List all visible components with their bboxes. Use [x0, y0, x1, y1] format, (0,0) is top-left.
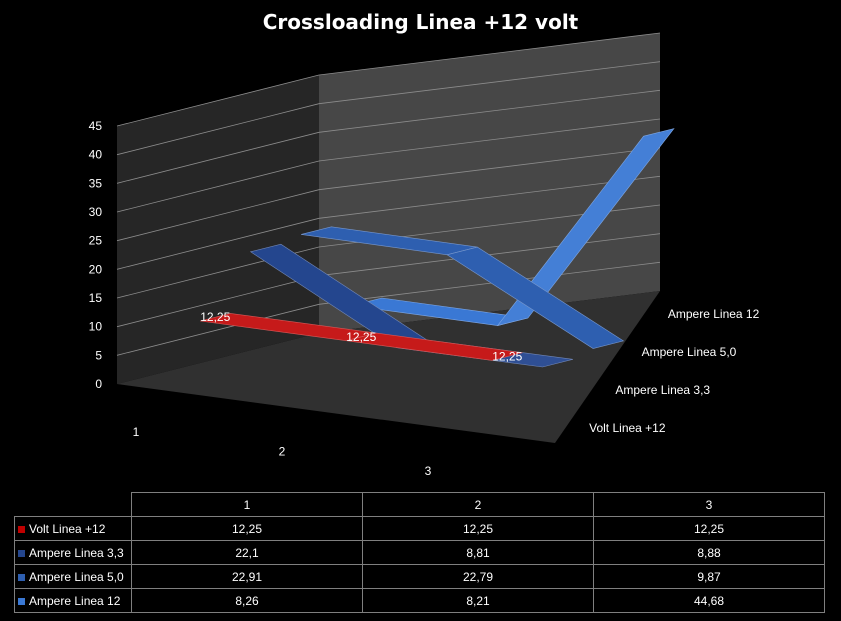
series-axis-label: Volt Linea +12	[589, 421, 666, 435]
y-tick-label: 45	[89, 119, 103, 133]
chart-title: Crossloading Linea +12 volt	[262, 10, 579, 34]
table-cell: 44,68	[593, 588, 825, 613]
y-tick-label: 10	[89, 320, 103, 334]
legend-swatch-icon	[18, 525, 25, 533]
table-header-cell: 3	[593, 492, 825, 517]
legend-swatch-icon	[18, 573, 25, 581]
gridline	[116, 61, 661, 156]
legend-label: Ampere Linea 5,0	[29, 569, 124, 584]
y-tick-label: 40	[89, 148, 103, 162]
floor	[117, 291, 660, 443]
table-row: Ampere Linea 5,0 22,91 22,79 9,87	[14, 564, 825, 589]
table-cell: 12,25	[131, 516, 363, 541]
table-cell: 22,79	[362, 564, 594, 589]
table-cell: 22,1	[131, 540, 363, 565]
gridline	[116, 175, 661, 270]
legend-entry: Volt Linea +12	[14, 516, 132, 541]
table-row: Ampere Linea 12 8,26 8,21 44,68	[14, 588, 825, 613]
legend-entry: Ampere Linea 3,3	[14, 540, 132, 565]
table-cell: 12,25	[362, 516, 594, 541]
table-row: Ampere Linea 3,3 22,1 8,81 8,88	[14, 540, 825, 565]
data-label: 12,25	[346, 330, 376, 344]
table-cell: 8,26	[131, 588, 363, 613]
table-cell: 12,25	[593, 516, 825, 541]
table-header-cell: 2	[362, 492, 594, 517]
legend-label: Volt Linea +12	[29, 521, 106, 536]
table-cell: 8,81	[362, 540, 594, 565]
series-axis-label: Ampere Linea 5,0	[642, 345, 737, 359]
legend-label: Ampere Linea 12	[29, 593, 121, 608]
y-tick-label: 5	[95, 348, 102, 362]
y-tick-label: 25	[89, 234, 103, 248]
table-header-cell: 1	[131, 492, 363, 517]
legend-entry: Ampere Linea 5,0	[14, 564, 132, 589]
y-tick-label: 30	[89, 205, 103, 219]
gridline	[116, 147, 661, 242]
x-tick-label: 3	[425, 464, 432, 478]
legend-swatch-icon	[18, 597, 25, 605]
data-label: 12,25	[200, 310, 230, 324]
gridline	[116, 89, 661, 184]
legend-label: Ampere Linea 3,3	[29, 545, 124, 560]
legend-swatch-icon	[18, 549, 25, 557]
chart-3d-line: 0 5 10 15 20 25 30 35 40 45 1 2 3 Volt Linea +12 Amper…	[89, 32, 760, 478]
y-tick-label: 20	[89, 262, 103, 276]
table-cell: 8,88	[593, 540, 825, 565]
series-4-segment	[496, 128, 675, 327]
gridline	[116, 32, 661, 127]
x-tick-label: 1	[133, 425, 140, 439]
table-cell: 8,21	[362, 588, 594, 613]
back-wall	[319, 33, 660, 333]
gridline	[116, 204, 661, 299]
table-row: Volt Linea +12 12,25 12,25 12,25	[14, 516, 825, 541]
data-label: 12,25	[492, 350, 522, 364]
y-tick-label: 35	[89, 176, 103, 190]
series-axis-label: Ampere Linea 3,3	[615, 383, 710, 397]
series-axis-label: Ampere Linea 12	[668, 307, 760, 321]
side-wall	[117, 75, 319, 384]
x-tick-label: 2	[279, 445, 286, 459]
table-cell: 9,87	[593, 564, 825, 589]
y-tick-label: 15	[89, 291, 103, 305]
series-1-segment	[346, 332, 523, 361]
y-tick-label: 0	[95, 377, 102, 391]
table-corner	[15, 493, 132, 517]
legend-entry: Ampere Linea 12	[14, 588, 132, 613]
table-cell: 22,91	[131, 564, 363, 589]
data-table: 1 2 3 Volt Linea +12 12,25 12,25 12,25 Ampere L…	[14, 492, 825, 613]
gridline	[116, 118, 661, 213]
series-3-segment	[446, 246, 625, 349]
